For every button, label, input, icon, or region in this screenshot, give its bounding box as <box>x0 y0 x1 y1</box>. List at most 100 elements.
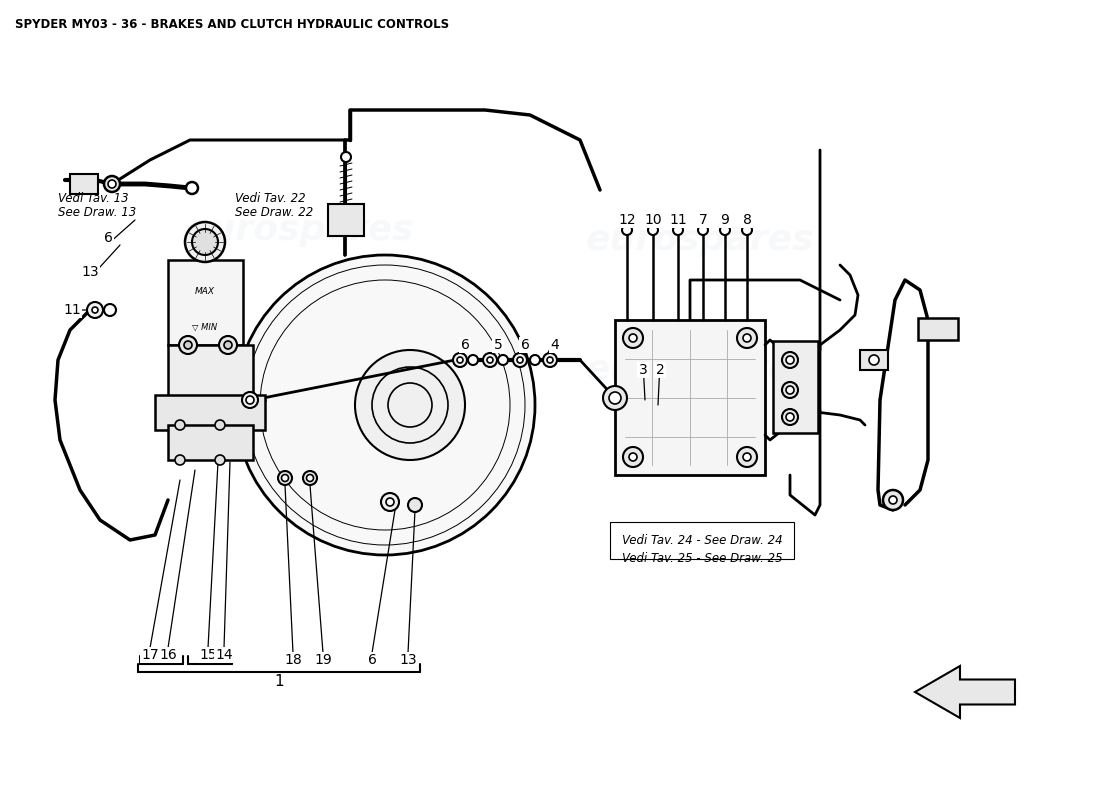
Text: SPYDER MY03 - 36 - BRAKES AND CLUTCH HYDRAULIC CONTROLS: SPYDER MY03 - 36 - BRAKES AND CLUTCH HYD… <box>15 18 449 31</box>
Circle shape <box>742 225 752 235</box>
Text: 9: 9 <box>720 213 729 227</box>
Circle shape <box>623 328 643 348</box>
Text: 17: 17 <box>141 648 158 662</box>
Circle shape <box>673 225 683 235</box>
Bar <box>328 204 364 236</box>
Circle shape <box>530 355 540 365</box>
FancyArrow shape <box>915 666 1015 718</box>
Circle shape <box>720 225 730 235</box>
Circle shape <box>737 447 757 467</box>
Text: 3: 3 <box>639 363 648 377</box>
Text: 6: 6 <box>520 338 529 352</box>
Circle shape <box>782 382 797 398</box>
Circle shape <box>547 357 553 363</box>
Circle shape <box>214 420 225 430</box>
Circle shape <box>648 225 658 235</box>
Text: 13: 13 <box>399 653 417 667</box>
Text: 5: 5 <box>494 338 503 352</box>
Text: MAX: MAX <box>195 287 214 297</box>
Circle shape <box>513 353 527 367</box>
Bar <box>918 318 958 340</box>
Text: 6: 6 <box>103 231 112 245</box>
Bar <box>70 174 98 194</box>
Circle shape <box>219 336 236 354</box>
Bar <box>860 350 888 370</box>
Text: 14: 14 <box>216 648 233 662</box>
Circle shape <box>192 229 218 255</box>
Circle shape <box>242 392 258 408</box>
Bar <box>155 395 265 430</box>
Circle shape <box>278 471 292 485</box>
Circle shape <box>609 392 622 404</box>
Text: 2: 2 <box>656 363 664 377</box>
Text: 4: 4 <box>551 338 560 352</box>
Circle shape <box>468 355 478 365</box>
Text: Vedi Tav. 22: Vedi Tav. 22 <box>235 192 306 205</box>
Circle shape <box>185 222 226 262</box>
Circle shape <box>175 420 185 430</box>
Circle shape <box>869 355 879 365</box>
Circle shape <box>782 409 797 425</box>
Text: 8: 8 <box>742 213 751 227</box>
Circle shape <box>302 471 317 485</box>
Circle shape <box>408 498 422 512</box>
Circle shape <box>307 474 314 482</box>
Circle shape <box>543 353 557 367</box>
Text: 6: 6 <box>461 338 470 352</box>
Circle shape <box>603 386 627 410</box>
Circle shape <box>786 356 794 364</box>
Circle shape <box>104 176 120 192</box>
Text: 7: 7 <box>698 213 707 227</box>
Text: eurospares: eurospares <box>585 223 814 257</box>
Circle shape <box>184 341 192 349</box>
Text: eurospares: eurospares <box>585 353 814 387</box>
Text: 13: 13 <box>81 265 99 279</box>
Circle shape <box>453 353 468 367</box>
Circle shape <box>883 490 903 510</box>
Circle shape <box>381 493 399 511</box>
Circle shape <box>282 474 288 482</box>
Circle shape <box>698 225 708 235</box>
Text: 16: 16 <box>160 648 177 662</box>
Circle shape <box>629 334 637 342</box>
Circle shape <box>235 255 535 555</box>
Circle shape <box>104 304 116 316</box>
Text: Vedi Tav. 13: Vedi Tav. 13 <box>58 192 129 205</box>
Text: ▽ MIN: ▽ MIN <box>192 322 218 331</box>
Circle shape <box>737 328 757 348</box>
Circle shape <box>782 352 797 368</box>
Circle shape <box>623 447 643 467</box>
Circle shape <box>175 455 185 465</box>
Circle shape <box>179 336 197 354</box>
Circle shape <box>108 180 115 188</box>
Bar <box>168 425 253 460</box>
Text: 6: 6 <box>367 653 376 667</box>
Text: eurospares: eurospares <box>186 213 415 247</box>
Circle shape <box>629 453 637 461</box>
Bar <box>773 341 818 433</box>
Circle shape <box>621 225 632 235</box>
Text: See Draw. 22: See Draw. 22 <box>235 206 314 219</box>
Text: See Draw. 13: See Draw. 13 <box>58 206 136 219</box>
Text: 12: 12 <box>618 213 636 227</box>
Circle shape <box>786 386 794 394</box>
Text: Vedi Tav. 24 - See Draw. 24: Vedi Tav. 24 - See Draw. 24 <box>621 534 782 547</box>
Circle shape <box>889 496 896 504</box>
Text: 19: 19 <box>315 653 332 667</box>
Bar <box>168 345 253 400</box>
Text: 1: 1 <box>274 674 284 690</box>
Circle shape <box>386 498 394 506</box>
Circle shape <box>87 302 103 318</box>
Circle shape <box>355 350 465 460</box>
Bar <box>615 320 764 475</box>
Text: 18: 18 <box>284 653 301 667</box>
Text: 15: 15 <box>199 648 217 662</box>
Circle shape <box>456 357 463 363</box>
Circle shape <box>483 353 497 367</box>
Circle shape <box>487 357 493 363</box>
Circle shape <box>742 334 751 342</box>
Text: 10: 10 <box>645 213 662 227</box>
Text: eurospares: eurospares <box>186 353 415 387</box>
Circle shape <box>246 396 254 404</box>
Circle shape <box>92 307 98 313</box>
